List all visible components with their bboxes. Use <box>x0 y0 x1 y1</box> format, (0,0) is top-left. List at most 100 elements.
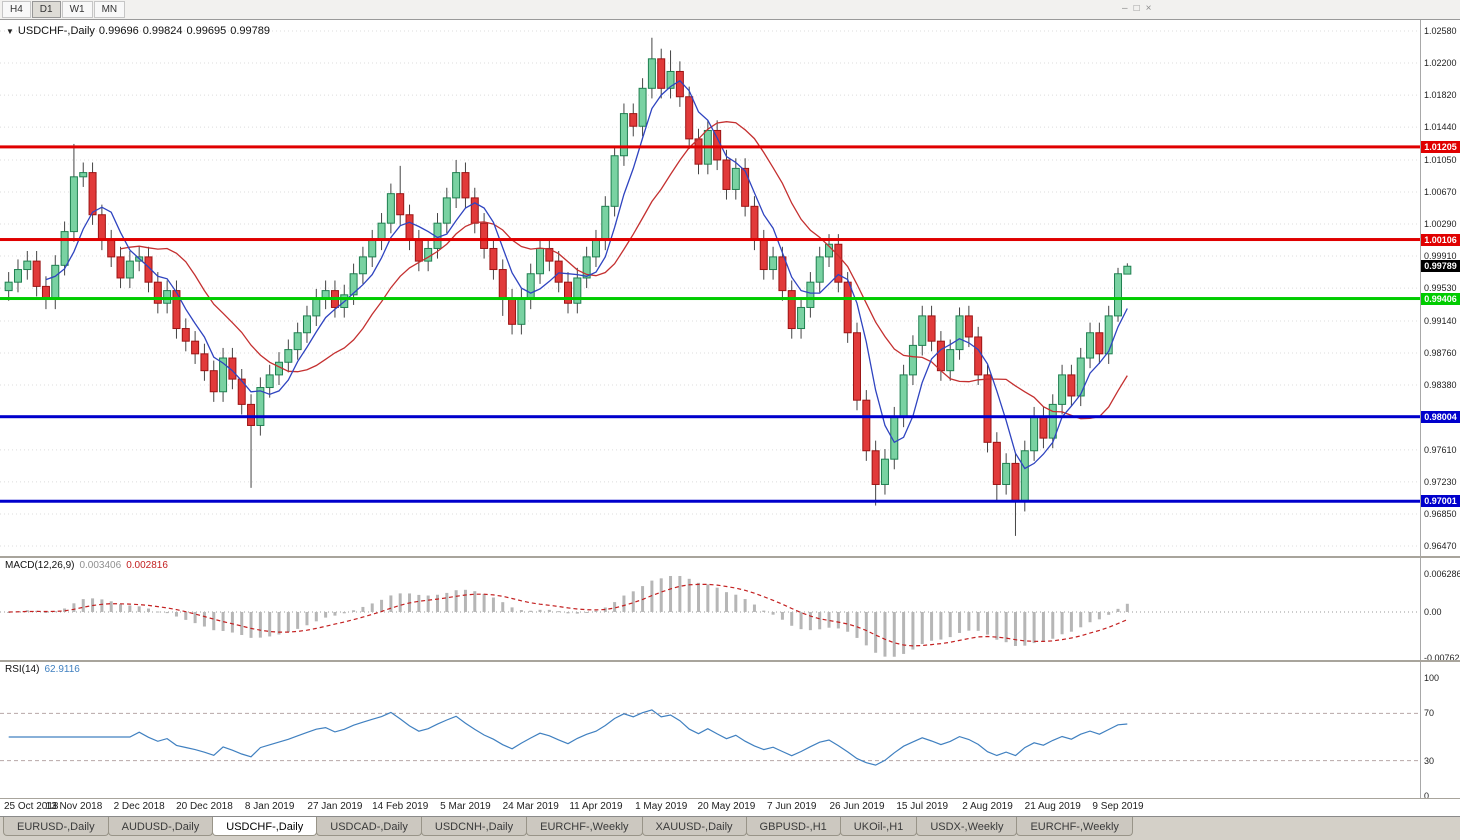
price-tick: 1.02580 <box>1424 26 1457 36</box>
candlestick-chart-canvas[interactable] <box>0 20 1420 556</box>
macd-axis[interactable]: 0.006286 0.00 -0.00762 <box>1420 558 1460 660</box>
date-label: 7 Jun 2019 <box>766 801 817 812</box>
chart-tab-eurusd-daily[interactable]: EURUSD-,Daily <box>3 817 109 836</box>
date-label: 11 Apr 2019 <box>569 801 623 812</box>
ohlc-high: 0.99824 <box>142 25 183 37</box>
rsi-axis-label: 70 <box>1424 708 1435 719</box>
date-label: 13 Nov 2018 <box>45 801 103 812</box>
date-label: 21 Aug 2019 <box>1024 801 1081 812</box>
rsi-line <box>8 709 1128 766</box>
price-badge-0.99789: 0.99789 <box>1421 260 1460 273</box>
price-badge-1.00106: 1.00106 <box>1421 233 1460 246</box>
chart-tab-usdchf-daily[interactable]: USDCHF-,Daily <box>212 817 318 836</box>
restore-icon[interactable]: □ <box>1133 3 1140 14</box>
ohlc-open: 0.99696 <box>98 25 139 37</box>
macd-histogram <box>7 575 1129 657</box>
close-icon[interactable]: × <box>1145 3 1152 14</box>
rsi-value: 62.9116 <box>44 664 80 675</box>
macd-panel[interactable]: 0.006286 0.00 -0.00762 MACD(12,26,9) 0.0034… <box>0 556 1460 660</box>
timeframe-button-mn[interactable]: MN <box>93 1 126 18</box>
chart-tab-usdx-weekly[interactable]: USDX-,Weekly <box>916 817 1018 836</box>
rsi-axis-label: 30 <box>1424 755 1435 766</box>
date-label: 15 Jul 2019 <box>896 801 949 812</box>
level-line-1.01205[interactable] <box>0 145 1420 149</box>
window-controls: – □ × <box>1122 2 1151 16</box>
macd-axis-label: 0.00 <box>1424 606 1442 617</box>
price-tick: 0.97610 <box>1424 444 1457 455</box>
date-label: 8 Jan 2019 <box>244 801 295 812</box>
horizontal-level-lines[interactable] <box>0 145 1420 503</box>
price-tick: 0.99910 <box>1424 251 1457 262</box>
rsi-axis[interactable]: 100 70 30 0 <box>1420 662 1460 798</box>
candlestick-series[interactable] <box>4 37 1132 536</box>
macd-axis-label: 0.006286 <box>1424 569 1460 579</box>
chart-tab-usdcad-daily[interactable]: USDCAD-,Daily <box>316 817 422 836</box>
price-tick: 1.01440 <box>1424 122 1457 133</box>
chart-tab-ukoil-h1[interactable]: UKOil-,H1 <box>839 817 918 836</box>
chart-tab-bar: EURUSD-,Daily AUDUSD-,Daily USDCHF-,Daily U… <box>0 816 1460 840</box>
macd-signal-value: 0.002816 <box>126 560 168 571</box>
chart-tab-eurchf-weekly[interactable]: EURCHF-,Weekly <box>526 817 643 836</box>
date-label: 14 Feb 2019 <box>372 801 429 812</box>
timeframe-buttons: H4 D1 W1 MN <box>2 1 126 18</box>
price-tick: 0.98760 <box>1424 347 1457 358</box>
time-axis[interactable]: 25 Oct 2018 13 Nov 2018 2 Dec 2018 20 Dec 2… <box>0 798 1460 816</box>
macd-signal-line <box>8 583 1128 647</box>
price-tick: 0.96470 <box>1424 541 1457 551</box>
ohlc-close: 0.99789 <box>230 25 270 37</box>
macd-main-value: 0.003406 <box>79 560 122 571</box>
timeframe-toolbar: H4 D1 W1 MN – □ × <box>0 0 1460 20</box>
price-tick: 1.01050 <box>1424 154 1457 165</box>
chart-tab-xauusd-daily[interactable]: XAUUSD-,Daily <box>641 817 747 836</box>
macd-label: MACD(12,26,9) 0.003406 0.002816 <box>5 560 168 571</box>
rsi-chart-canvas[interactable] <box>0 662 1420 798</box>
date-label: 25 Oct 2018 <box>4 801 59 812</box>
minimize-icon[interactable]: – <box>1122 3 1128 14</box>
level-line-0.99406[interactable] <box>0 297 1420 301</box>
rsi-panel[interactable]: 100 70 30 0 RSI(14) 62.9116 <box>0 660 1460 798</box>
date-label: 5 Mar 2019 <box>440 801 491 812</box>
chart-tab-eurchf-weekly[interactable]: EURCHF-,Weekly <box>1016 817 1133 836</box>
ma-slow-line <box>120 121 1128 420</box>
price-tick: 0.99140 <box>1424 315 1457 326</box>
rsi-axis-label: 0 <box>1424 791 1430 798</box>
price-axis[interactable]: 1.02580 1.02200 1.01820 1.01440 1.01050 1.006… <box>1420 20 1460 556</box>
chart-window: 1.02580 1.02200 1.01820 1.01440 1.01050 1.006… <box>0 20 1460 816</box>
date-label: 20 May 2019 <box>697 801 756 812</box>
timeframe-button-h4[interactable]: H4 <box>2 1 31 18</box>
price-gridlines <box>0 30 1420 547</box>
price-tick: 1.02200 <box>1424 58 1457 69</box>
date-label: 26 Jun 2019 <box>829 801 885 812</box>
timeframe-button-w1[interactable]: W1 <box>61 1 93 18</box>
level-line-1.00106[interactable] <box>0 238 1420 242</box>
price-tick: 0.98380 <box>1424 380 1457 390</box>
price-badge-1.01205: 1.01205 <box>1421 140 1460 153</box>
ma-fast-line <box>45 79 1128 470</box>
chart-dropdown-icon[interactable]: ▼ <box>6 27 14 36</box>
rsi-axis-label: 100 <box>1424 673 1440 683</box>
price-tick: 1.00670 <box>1424 186 1457 197</box>
chart-tab-usdcnh-daily[interactable]: USDCNH-,Daily <box>420 817 528 836</box>
date-label: 27 Jan 2019 <box>307 801 363 812</box>
price-badge-0.99406: 0.99406 <box>1421 292 1460 305</box>
date-label: 20 Dec 2018 <box>176 801 233 812</box>
chart-tab-gbpusd-h1[interactable]: GBPUSD-,H1 <box>745 817 841 836</box>
chart-title: ▼ USDCHF-,Daily 0.99696 0.99824 0.99695 0.997… <box>6 25 274 37</box>
chart-tab-audusd-daily[interactable]: AUDUSD-,Daily <box>107 817 214 836</box>
price-tick: 0.96850 <box>1424 508 1457 519</box>
macd-chart-canvas[interactable] <box>0 558 1420 660</box>
date-label: 24 Mar 2019 <box>502 801 559 812</box>
main-price-panel[interactable]: 1.02580 1.02200 1.01820 1.01440 1.01050 1.006… <box>0 20 1460 556</box>
chart-symbol-label: USDCHF-,Daily <box>17 25 95 37</box>
price-tick: 0.97230 <box>1424 476 1457 487</box>
level-line-0.98004[interactable] <box>0 415 1420 419</box>
macd-axis-label: -0.00762 <box>1424 653 1460 660</box>
price-tick: 1.00290 <box>1424 219 1457 230</box>
timeframe-button-d1[interactable]: D1 <box>31 1 61 18</box>
price-badge-0.97001: 0.97001 <box>1421 495 1460 508</box>
date-label: 9 Sep 2019 <box>1092 801 1144 812</box>
level-line-0.97001[interactable] <box>0 499 1420 503</box>
date-label: 2 Dec 2018 <box>113 801 165 812</box>
price-badge-0.98004: 0.98004 <box>1421 410 1460 423</box>
date-label: 1 May 2019 <box>635 801 688 812</box>
